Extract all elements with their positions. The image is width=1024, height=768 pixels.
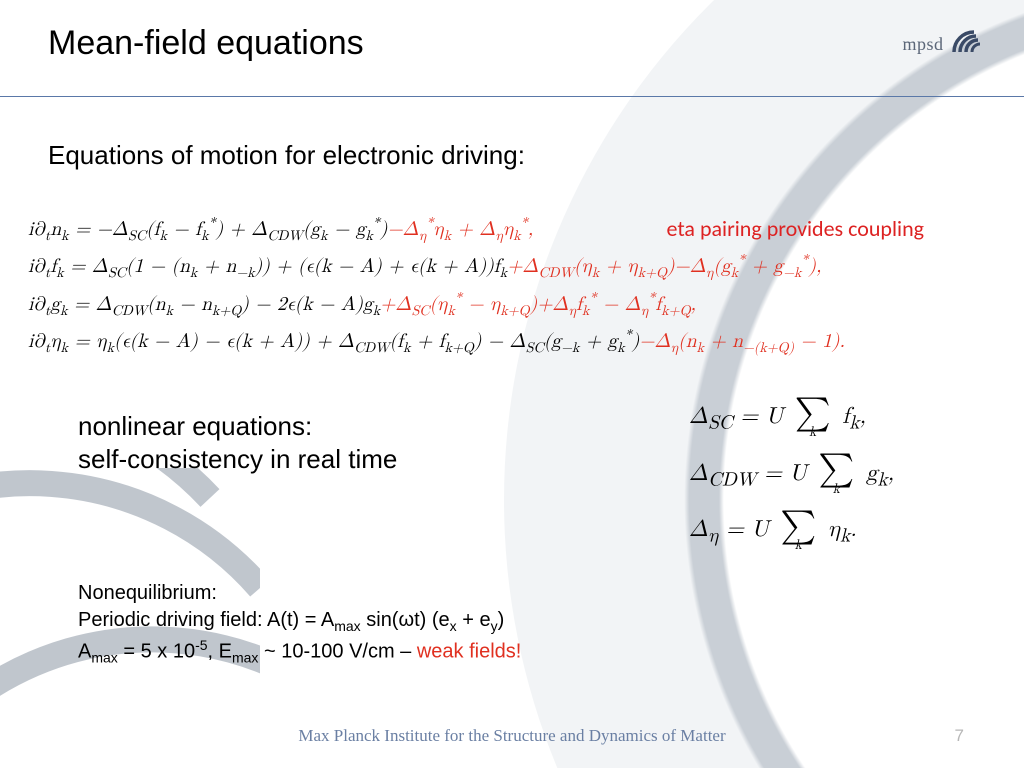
logo: mpsd	[903, 28, 986, 61]
eq-nk: i∂tnk = −ΔSC(fk − fk*) + ΔCDW(gk − gk*)−…	[28, 212, 845, 248]
nonlinear-line2: self-consistency in real time	[78, 443, 397, 476]
title-rule	[0, 96, 1024, 97]
noneq-amplitude: Amax = 5 x 10-5, Emax ~ 10-100 V/cm – we…	[78, 636, 521, 668]
nonlinear-note: nonlinear equations: self-consistency in…	[78, 410, 397, 475]
noneq-heading: Nonequilibrium:	[78, 580, 521, 607]
delta-definitions: ΔSC = U ∑k fk, ΔCDW = U ∑k gk, Δη = U ∑k…	[689, 400, 894, 569]
logo-text: mpsd	[903, 34, 944, 55]
logo-arcs-icon	[950, 28, 986, 61]
nonequilibrium-block: Nonequilibrium: Periodic driving field: …	[78, 580, 521, 667]
noneq-driving-field: Periodic driving field: A(t) = Amax sin(…	[78, 607, 521, 636]
subheading: Equations of motion for electronic drivi…	[48, 140, 525, 171]
eq-gk: i∂tgk = ΔCDW(nk − nk+Q) − 2ϵ(k − A)gk+ΔS…	[28, 287, 845, 323]
delta-cdw: ΔCDW = U ∑k gk,	[689, 456, 894, 494]
eq-fk: i∂tfk = ΔSC(1 − (nk + n−k)) + (ϵ(k − A) …	[28, 250, 845, 286]
delta-sc: ΔSC = U ∑k fk,	[689, 400, 894, 438]
eq-etak: i∂tηk = ηk(ϵ(k − A) − ϵ(k + A)) + ΔCDW(f…	[28, 325, 845, 361]
equations-of-motion: i∂tnk = −ΔSC(fk − fk*) + ΔCDW(gk − gk*)−…	[28, 212, 845, 362]
footer-institute: Max Planck Institute for the Structure a…	[0, 726, 1024, 746]
nonlinear-line1: nonlinear equations:	[78, 410, 397, 443]
slide-title: Mean-field equations	[48, 24, 364, 63]
page-number: 7	[955, 726, 964, 746]
delta-eta: Δη = U ∑k ηk.	[689, 513, 894, 551]
